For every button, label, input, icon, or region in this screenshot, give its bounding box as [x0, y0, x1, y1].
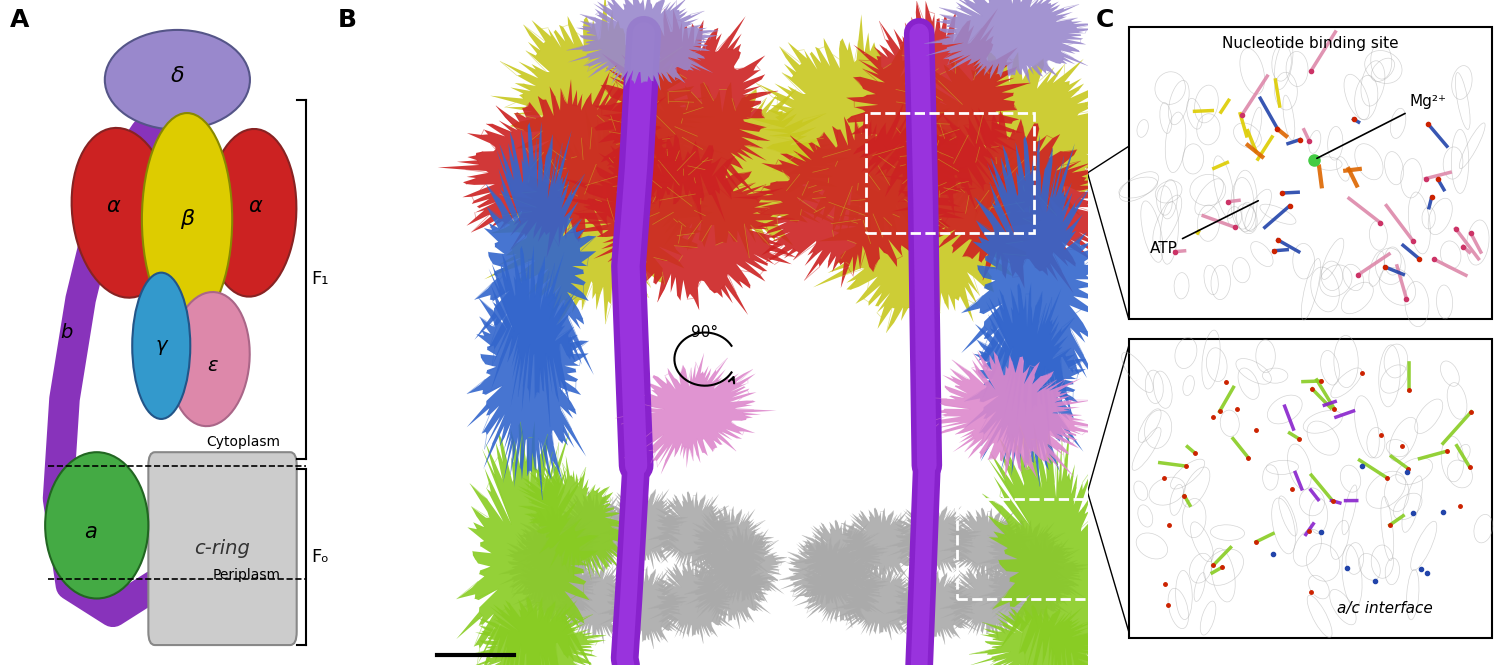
Ellipse shape [132, 273, 190, 419]
Polygon shape [879, 108, 1120, 293]
Polygon shape [518, 456, 642, 581]
Text: a/c interface: a/c interface [1336, 601, 1432, 616]
Polygon shape [474, 122, 597, 427]
Polygon shape [466, 245, 588, 499]
Polygon shape [456, 421, 598, 665]
FancyBboxPatch shape [148, 452, 297, 645]
Bar [957, 499, 1110, 598]
Polygon shape [567, 0, 718, 90]
Polygon shape [648, 561, 736, 643]
Polygon shape [684, 546, 774, 628]
Polygon shape [554, 130, 795, 315]
Ellipse shape [170, 292, 249, 426]
Text: c-ring: c-ring [195, 539, 250, 558]
Polygon shape [615, 352, 777, 475]
Ellipse shape [142, 113, 232, 326]
Bar [865, 113, 1033, 233]
Polygon shape [513, 546, 602, 628]
Polygon shape [598, 486, 687, 569]
FancyBboxPatch shape [1128, 339, 1491, 638]
Ellipse shape [45, 452, 148, 598]
Polygon shape [549, 491, 638, 574]
Text: b: b [60, 323, 72, 342]
Polygon shape [846, 1, 1030, 215]
Text: C: C [1095, 7, 1114, 32]
Text: F₁: F₁ [310, 270, 328, 289]
Text: ε: ε [207, 356, 218, 375]
Text: Periplasm: Periplasm [213, 568, 280, 582]
Ellipse shape [105, 30, 250, 130]
Ellipse shape [72, 128, 174, 298]
Polygon shape [964, 283, 1086, 486]
Polygon shape [969, 605, 1112, 665]
Text: Mg²⁺: Mg²⁺ [1317, 94, 1446, 158]
Polygon shape [549, 561, 638, 643]
Text: Nucleotide binding site: Nucleotide binding site [1222, 36, 1398, 51]
Text: δ: δ [171, 66, 184, 86]
Polygon shape [778, 537, 874, 611]
Polygon shape [962, 135, 1104, 440]
Polygon shape [594, 9, 777, 223]
Polygon shape [886, 503, 981, 578]
Polygon shape [912, 351, 1100, 478]
Polygon shape [484, 97, 717, 325]
Polygon shape [794, 520, 888, 595]
Polygon shape [993, 537, 1088, 611]
Text: Fₒ: Fₒ [310, 548, 328, 566]
Polygon shape [684, 506, 774, 589]
Polygon shape [732, 101, 975, 288]
Polygon shape [873, 52, 1138, 228]
Polygon shape [513, 506, 602, 589]
Polygon shape [940, 565, 1035, 640]
Text: α: α [106, 196, 120, 216]
Polygon shape [813, 105, 1046, 332]
Polygon shape [698, 526, 788, 608]
Polygon shape [940, 507, 1035, 582]
Polygon shape [794, 553, 888, 628]
Text: 90°: 90° [692, 325, 718, 340]
Polygon shape [648, 491, 736, 574]
Polygon shape [924, 0, 1095, 83]
Polygon shape [833, 565, 927, 640]
Polygon shape [833, 507, 927, 582]
FancyBboxPatch shape [1128, 27, 1491, 319]
Polygon shape [438, 71, 681, 258]
Text: β: β [180, 209, 194, 229]
Text: γ: γ [156, 336, 166, 355]
Polygon shape [886, 570, 981, 644]
Polygon shape [598, 566, 687, 648]
Polygon shape [500, 526, 588, 608]
Text: ATP: ATP [1149, 201, 1258, 256]
Text: B: B [338, 7, 357, 32]
Polygon shape [464, 597, 606, 665]
Polygon shape [980, 553, 1074, 628]
Text: A: A [9, 7, 28, 32]
Polygon shape [746, 14, 981, 243]
Polygon shape [980, 520, 1074, 595]
Ellipse shape [207, 129, 297, 297]
Text: Cytoplasm: Cytoplasm [207, 435, 280, 449]
Text: α: α [248, 196, 261, 216]
Polygon shape [982, 422, 1144, 665]
Polygon shape [586, 82, 852, 258]
Text: a: a [84, 522, 96, 542]
Polygon shape [490, 0, 724, 221]
